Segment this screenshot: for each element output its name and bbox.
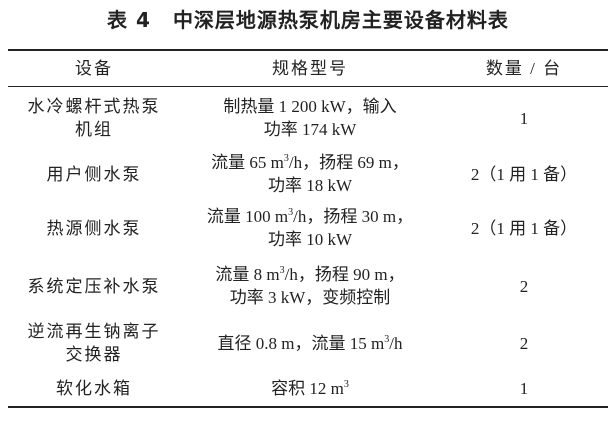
cell-text: 功率 10 kW: [267, 230, 353, 249]
cell-text: 交换器: [65, 345, 123, 364]
cell-line: 1: [440, 107, 608, 130]
cell-text: 1: [519, 108, 529, 128]
specification-cell: 容积 12 m3: [180, 371, 440, 407]
equipment-table: 设备 规格型号 数量 / 台 水冷螺杆式热泵 机组 制热量 1 200 kW，输入功…: [8, 49, 608, 408]
cell-text: 流量 100 m: [206, 207, 289, 226]
cell-text: 机组: [75, 120, 113, 139]
quantity-cell: 1: [440, 87, 608, 150]
cell-line: 功率 174 kW: [180, 118, 440, 141]
cell-line: 1: [440, 377, 608, 400]
cell-line: 软化水箱: [8, 377, 180, 400]
header-row: 设备 规格型号 数量 / 台: [8, 50, 608, 87]
equipment-cell: 热源侧水泵: [8, 199, 180, 257]
quantity-cell: 1: [440, 371, 608, 407]
cell-line: 2（1 用 1 备）: [440, 163, 608, 186]
cell-line: 功率 10 kW: [180, 228, 440, 251]
superscript: 3: [279, 265, 285, 276]
header-specification: 规格型号: [272, 59, 348, 78]
equipment-cell: 用户侧水泵: [8, 149, 180, 199]
cell-text: 2: [519, 276, 529, 296]
superscript: 3: [288, 207, 294, 218]
superscript: 3: [384, 333, 390, 345]
cell-line: 逆流再生钠离子: [8, 320, 180, 343]
cell-line: 流量 100 m3/h，扬程 30 m，: [180, 205, 440, 228]
quantity-cell: 2: [440, 315, 608, 371]
cell-text: 软化水箱: [56, 379, 132, 398]
cell-text: /h: [389, 333, 403, 353]
quantity-cell: 2: [440, 257, 608, 315]
cell-text: 2: [519, 333, 529, 353]
specification-cell: 流量 8 m3/h，扬程 90 m， 功率 3 kW，变频控制: [180, 257, 440, 315]
table-row: 系统定压补水泵 流量 8 m3/h，扬程 90 m， 功率 3 kW，变频控制 2: [8, 257, 608, 315]
table-caption: 表 4 中深层地源热泵机房主要设备材料表: [0, 4, 616, 33]
superscript: 3: [283, 153, 289, 164]
specification-cell: 制热量 1 200 kW，输入 功率 174 kW: [180, 87, 440, 150]
cell-text: 流量 65 m: [211, 153, 284, 172]
cell-line: 2（1 用 1 备）: [440, 217, 608, 240]
table-row: 用户侧水泵 流量 65 m3/h，扬程 69 m， 功率 18 kW 2（1 用 1 …: [8, 149, 608, 199]
quantity-cell: 2（1 用 1 备）: [440, 149, 608, 199]
cell-text: /h，扬程 30 m，: [293, 207, 414, 226]
cell-text: 功率 174 kW: [263, 120, 357, 139]
table-row: 水冷螺杆式热泵 机组 制热量 1 200 kW，输入 功率 174 kW 1: [8, 87, 608, 150]
cell-text: 系统定压补水泵: [27, 276, 161, 296]
cell-text: 功率 18 kW: [267, 176, 353, 195]
cell-line: 用户侧水泵: [8, 163, 180, 186]
cell-text: 2（1 用 1 备）: [470, 218, 578, 238]
table-row: 软化水箱 容积 12 m3 1: [8, 371, 608, 407]
equipment-cell: 软化水箱: [8, 371, 180, 407]
header-equipment: 设备: [75, 59, 113, 78]
cell-text: 2（1 用 1 备）: [470, 164, 578, 184]
table-body: 水冷螺杆式热泵 机组 制热量 1 200 kW，输入 功率 174 kW 1 用户侧水泵流…: [8, 87, 608, 407]
table-number: 表 4: [107, 8, 151, 32]
superscript: 3: [343, 379, 349, 390]
cell-line: 热源侧水泵: [8, 217, 180, 240]
cell-line: 直径 0.8 m，流量 15 m3/h: [180, 332, 440, 355]
cell-text: 直径 0.8 m，流量 15 m: [217, 333, 385, 353]
equipment-cell: 逆流再生钠离子 交换器: [8, 315, 180, 371]
cell-line: 2: [440, 275, 608, 298]
specification-cell: 直径 0.8 m，流量 15 m3/h: [180, 315, 440, 371]
cell-line: 2: [440, 332, 608, 355]
cell-text: /h，扬程 90 m，: [284, 265, 405, 284]
equipment-cell: 水冷螺杆式热泵 机组: [8, 87, 180, 150]
cell-line: 机组: [8, 118, 180, 141]
table-title: 中深层地源热泵机房主要设备材料表: [172, 8, 509, 32]
cell-text: 水冷螺杆式热泵: [27, 97, 161, 116]
cell-line: 水冷螺杆式热泵: [8, 95, 180, 118]
cell-line: 交换器: [8, 343, 180, 366]
cell-text: 制热量 1 200 kW，输入: [223, 97, 397, 116]
specification-cell: 流量 100 m3/h，扬程 30 m， 功率 10 kW: [180, 199, 440, 257]
cell-text: /h，扬程 69 m，: [288, 153, 409, 172]
cell-line: 容积 12 m3: [180, 377, 440, 400]
table-row: 热源侧水泵 流量 100 m3/h，扬程 30 m， 功率 10 kW 2（1 用 1…: [8, 199, 608, 257]
cell-line: 制热量 1 200 kW，输入: [180, 95, 440, 118]
cell-line: 功率 3 kW，变频控制: [180, 286, 440, 309]
cell-text: 1: [519, 379, 529, 398]
specification-cell: 流量 65 m3/h，扬程 69 m， 功率 18 kW: [180, 149, 440, 199]
header-quantity: 数量 / 台: [485, 59, 563, 78]
quantity-cell: 2（1 用 1 备）: [440, 199, 608, 257]
table-row: 逆流再生钠离子 交换器 直径 0.8 m，流量 15 m3/h 2: [8, 315, 608, 371]
cell-line: 系统定压补水泵: [8, 275, 180, 298]
cell-text: 热源侧水泵: [46, 218, 142, 238]
cell-text: 流量 8 m: [215, 265, 280, 284]
cell-line: 流量 8 m3/h，扬程 90 m，: [180, 263, 440, 286]
cell-text: 逆流再生钠离子: [27, 322, 161, 341]
cell-line: 流量 65 m3/h，扬程 69 m，: [180, 151, 440, 174]
equipment-cell: 系统定压补水泵: [8, 257, 180, 315]
cell-line: 功率 18 kW: [180, 174, 440, 197]
cell-text: 功率 3 kW，变频控制: [229, 288, 391, 307]
cell-text: 容积 12 m: [271, 379, 344, 398]
cell-text: 用户侧水泵: [46, 164, 142, 184]
